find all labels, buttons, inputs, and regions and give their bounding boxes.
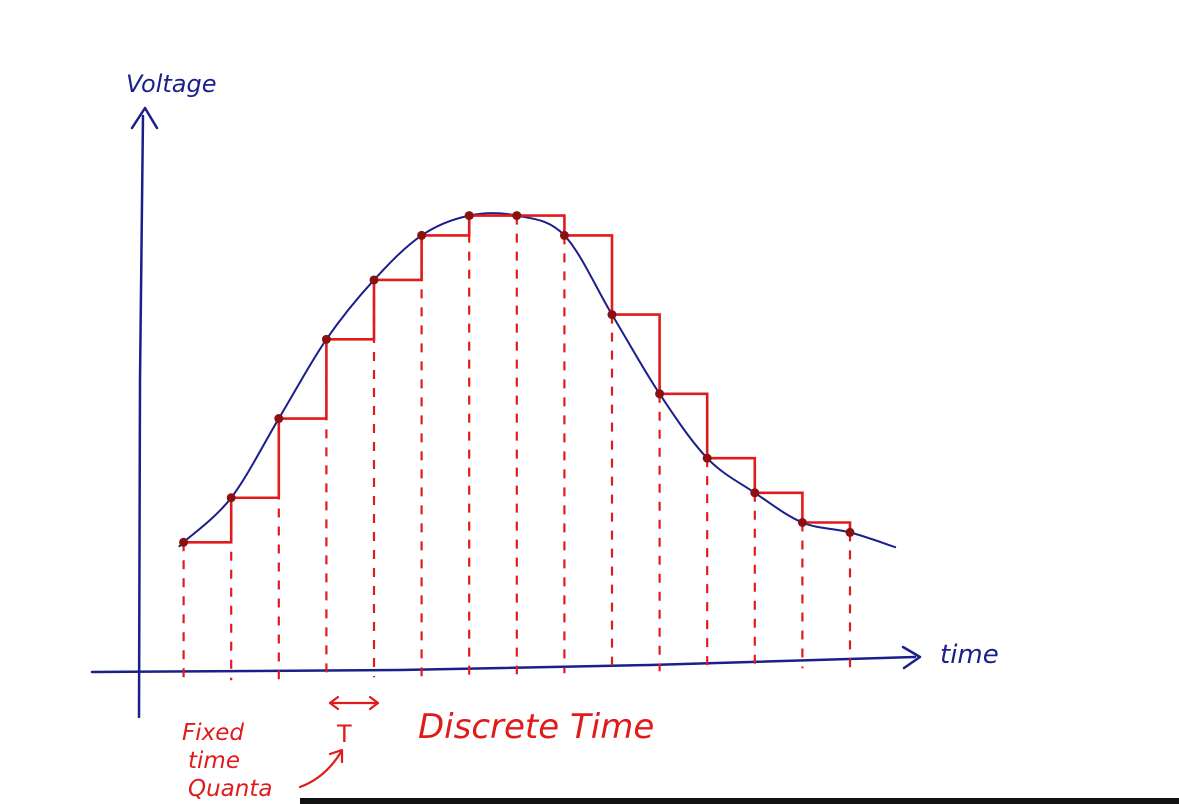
sample-hold-staircase: [183, 214, 854, 544]
sample-point: [797, 518, 807, 527]
sample-point: [226, 493, 236, 503]
sample-point: [845, 527, 855, 537]
x-axis-label: time: [940, 640, 999, 670]
sample-point: [179, 537, 189, 547]
sample-point: [369, 275, 379, 285]
sample-point: [274, 414, 284, 424]
y-axis-arrow-icon: [130, 106, 159, 130]
y-axis-line: [137, 114, 145, 719]
period-label: T: [336, 720, 352, 748]
analog-signal-curve: [178, 212, 897, 549]
quanta-label-line2: time: [188, 748, 240, 774]
sample-points: [179, 211, 855, 547]
sample-point: [512, 211, 522, 221]
x-axis-arrow-icon: [901, 645, 922, 670]
sample-point: [607, 310, 617, 320]
quanta-label-line3: Quanta: [188, 776, 272, 802]
x-axis-line: [90, 655, 917, 674]
sample-point: [321, 334, 331, 344]
sample-dashed-lines: [182, 215, 852, 682]
quanta-label-line1: Fixed: [182, 720, 244, 746]
discrete-time-label: Discrete Time: [418, 707, 654, 747]
sample-point: [750, 488, 760, 498]
y-axis-label: Voltage: [126, 70, 216, 98]
sample-point: [464, 211, 474, 221]
sample-point: [702, 453, 712, 463]
pointer-arrow-icon: [298, 748, 344, 789]
sample-point: [417, 230, 427, 240]
bottom-edge-bar: [300, 798, 1179, 804]
sample-point: [655, 389, 665, 399]
period-double-arrow-icon: [328, 695, 380, 711]
sample-point: [559, 230, 569, 240]
